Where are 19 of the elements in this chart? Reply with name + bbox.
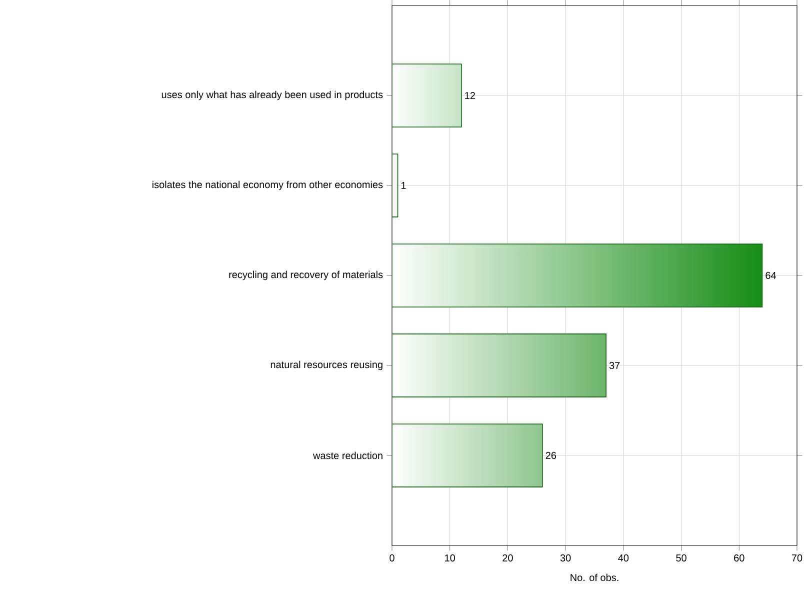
y-tick-label: natural resources reusing xyxy=(270,360,382,370)
x-tick-label: 30 xyxy=(560,554,571,562)
x-tick-label: 60 xyxy=(734,554,744,562)
data-label: 37 xyxy=(609,362,620,369)
data-label: 64 xyxy=(766,272,776,279)
data-label: 1 xyxy=(401,182,406,189)
x-axis-title: No. of obs. xyxy=(570,574,618,581)
x-tick-label: 10 xyxy=(445,554,456,562)
x-tick-label: 0 xyxy=(390,554,394,562)
y-tick-label: uses only what has already been used in products xyxy=(162,90,383,100)
x-tick-label: 20 xyxy=(502,554,513,562)
y-tick-label: recycling and recovery of materials xyxy=(229,270,383,280)
x-tick-label: 40 xyxy=(618,554,629,562)
x-tick-label: 50 xyxy=(676,554,686,562)
x-tick-label: 70 xyxy=(792,554,802,562)
y-tick-label: waste reduction xyxy=(313,452,382,459)
y-tick-label: isolates the national economy from other economies xyxy=(152,180,383,190)
data-label: 26 xyxy=(546,452,556,459)
data-label: 12 xyxy=(465,92,475,99)
